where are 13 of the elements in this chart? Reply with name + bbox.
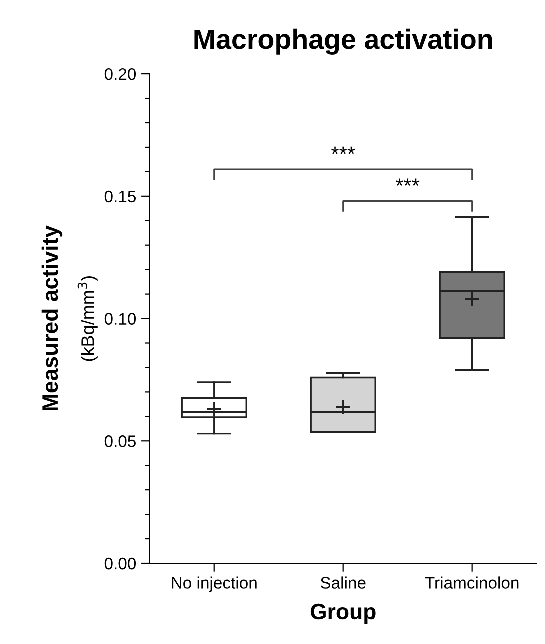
y-tick-label: 0.20 — [104, 68, 136, 80]
y-tick-label: 0.15 — [104, 190, 136, 203]
y-tick-label: 0.10 — [104, 313, 136, 325]
annotation: *** — [396, 178, 420, 186]
annotation: *** — [332, 146, 356, 154]
y-tick-label: 0.00 — [104, 558, 136, 570]
x-tick-label: Triamcinolon — [425, 576, 519, 589]
x-axis-title: Group — [310, 604, 376, 624]
chart-title: Macrophage activation — [194, 28, 492, 55]
x-tick-label: Saline — [320, 576, 366, 589]
y-axis-title: Measured activity (kBq/mm$^{3}$) — [42, 226, 98, 411]
y-tick-label: 0.05 — [104, 436, 136, 448]
x-tick-label: No injection — [172, 576, 257, 592]
